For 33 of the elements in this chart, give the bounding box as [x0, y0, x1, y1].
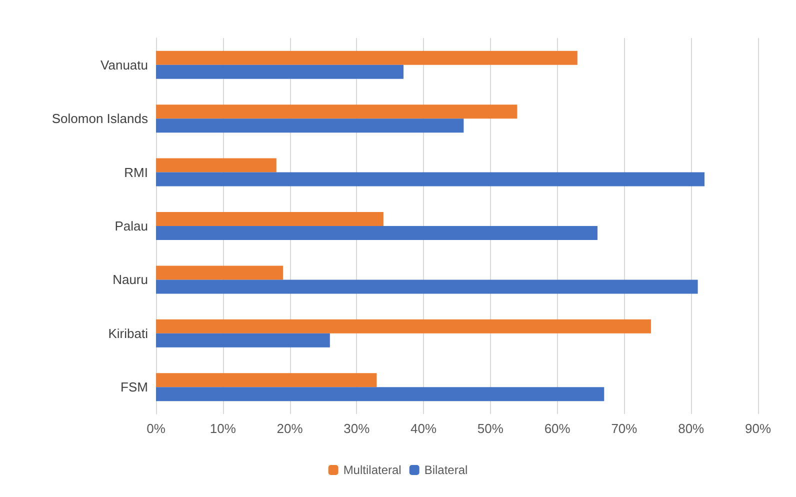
bar	[156, 118, 464, 133]
x-tick-label: 30%	[344, 421, 370, 436]
y-tick-label: Kiribati	[108, 326, 148, 341]
bar	[156, 373, 377, 388]
bar	[156, 212, 384, 226]
x-tick-label: 60%	[544, 421, 571, 436]
x-tick-label: 10%	[210, 421, 236, 436]
bar	[156, 280, 698, 294]
bar	[156, 226, 598, 240]
bar	[156, 50, 578, 65]
bar	[156, 64, 404, 79]
x-tick-label: 70%	[611, 421, 638, 436]
y-tick-label: FSM	[120, 380, 148, 395]
x-tick-label: 80%	[678, 421, 705, 436]
legend-label: Bilateral	[424, 463, 468, 477]
bar	[156, 333, 330, 348]
x-tick-label: 20%	[276, 421, 304, 436]
bar	[156, 319, 651, 334]
bar	[156, 266, 284, 280]
x-tick-label: 40%	[410, 421, 437, 436]
y-tick-label: Vanuatu	[100, 57, 148, 72]
y-tick-label: Nauru	[112, 272, 148, 288]
legend-label: Multilateral	[343, 463, 402, 477]
bar	[156, 158, 276, 172]
x-tick-label: 0%	[146, 421, 166, 436]
y-tick-label: Solomon Islands	[52, 111, 148, 126]
y-tick-label: Palau	[114, 218, 148, 234]
x-tick-label: 50%	[477, 421, 504, 436]
y-tick-label: RMI	[124, 164, 148, 180]
x-tick-label: 90%	[744, 421, 772, 436]
bar	[156, 387, 604, 402]
bar	[156, 172, 704, 186]
bar	[156, 104, 518, 119]
